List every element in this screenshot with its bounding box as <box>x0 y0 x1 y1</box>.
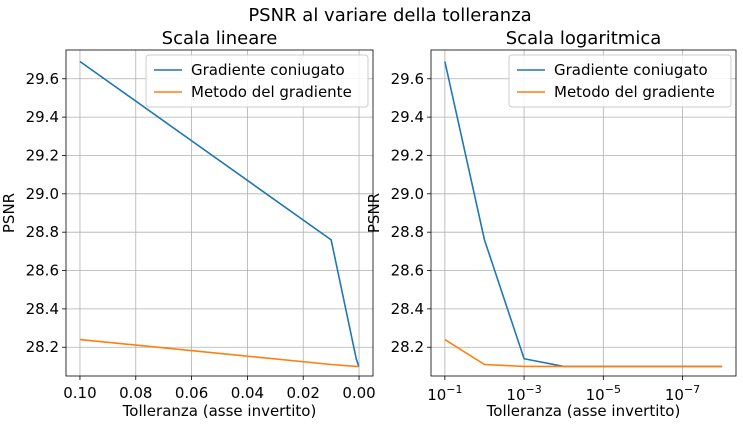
y-tick-label: 29.4 <box>26 108 59 126</box>
linear-scale-panel: 28.2 28.4 28.6 28.8 29.0 29.2 29.4 29.6 0.10 0.08… <box>0 28 376 420</box>
x-tick-label: 0.10 <box>63 384 96 402</box>
plot-frame <box>65 49 374 377</box>
y-tick-label: 28.8 <box>391 223 424 241</box>
figure-suptitle: PSNR al variare della tolleranza <box>248 5 531 26</box>
legend-box <box>508 54 732 108</box>
legend-box <box>145 54 369 108</box>
y-axis-label: PSNR <box>365 193 383 233</box>
y-tick-label: 29.6 <box>391 70 424 88</box>
panel-title: Scala logaritmica <box>506 28 662 49</box>
x-tick-label: 0.08 <box>119 384 152 402</box>
y-tick-label: 29.6 <box>26 70 59 88</box>
series-line-2 <box>79 338 360 368</box>
y-tick-label: 28.6 <box>391 262 424 280</box>
legend-label-2: Metodo del gradiente <box>554 83 715 101</box>
legend-label-1: Gradiente coniugato <box>554 61 708 79</box>
legend-label-2: Metodo del gradiente <box>191 83 352 101</box>
y-tick-label: 29.0 <box>26 185 59 203</box>
y-tick-label: 28.4 <box>391 300 424 318</box>
y-tick-label: 28.2 <box>26 338 59 356</box>
y-tick-label: 28.8 <box>26 223 59 241</box>
y-tick-label: 29.0 <box>391 185 424 203</box>
y-tick-label: 28.4 <box>26 300 59 318</box>
y-tick-label: 28.2 <box>391 338 424 356</box>
x-tick-label: 0.06 <box>175 384 208 402</box>
y-tick-label: 29.2 <box>26 146 59 164</box>
legend: Gradiente coniugato Metodo del gradiente <box>145 54 369 108</box>
plot-frame <box>430 49 737 377</box>
series-line-2 <box>444 338 723 368</box>
panel-title: Scala lineare <box>162 28 278 49</box>
log-scale-panel: 28.2 28.4 28.6 28.8 29.0 29.2 29.4 29.6 10−1 10−3… <box>365 28 737 420</box>
x-tick-label: 0.02 <box>287 384 320 402</box>
y-axis-label: PSNR <box>0 193 18 233</box>
x-tick-label: 10−5 <box>586 383 621 404</box>
x-tick-label: 10−1 <box>427 383 462 404</box>
x-axis-label: Tolleranza (asse invertito) <box>486 402 681 420</box>
y-tick-label: 29.4 <box>391 108 424 126</box>
y-tick-label: 28.6 <box>26 262 59 280</box>
legend: Gradiente coniugato Metodo del gradiente <box>508 54 732 108</box>
legend-label-1: Gradiente coniugato <box>191 61 345 79</box>
y-tick-label: 29.2 <box>391 146 424 164</box>
x-axis-label: Tolleranza (asse invertito) <box>122 402 317 420</box>
x-tick-label: 10−3 <box>506 383 541 404</box>
x-tick-label: 0.00 <box>342 384 375 402</box>
x-tick-label: 0.04 <box>231 384 264 402</box>
x-tick-label: 10−7 <box>665 383 700 404</box>
